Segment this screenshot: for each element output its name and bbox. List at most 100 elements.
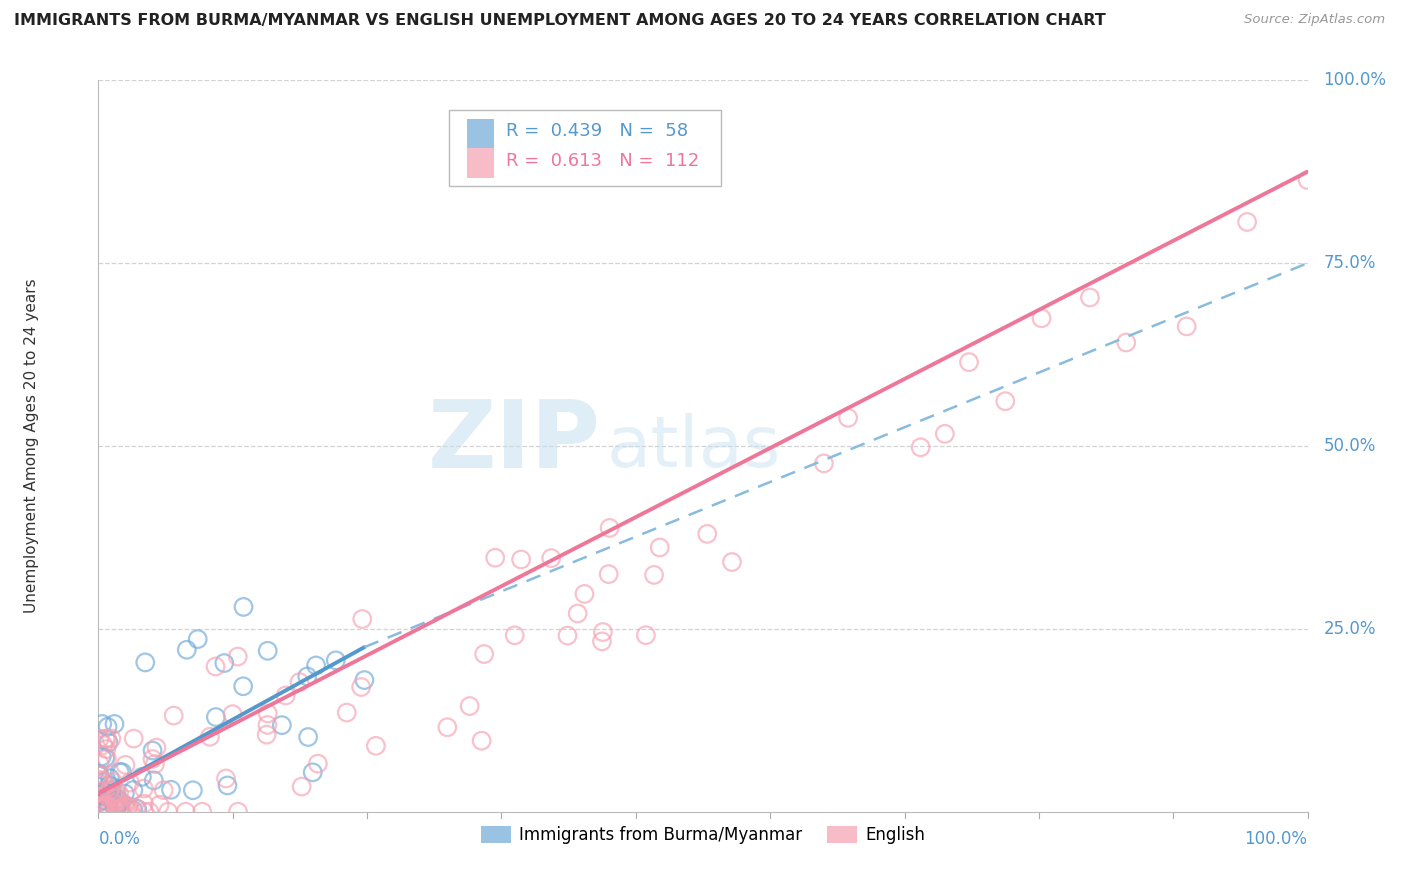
Point	[108, 798, 131, 813]
Point	[204, 659, 226, 673]
Point	[91, 717, 114, 731]
Point	[325, 653, 347, 667]
Point	[721, 555, 744, 569]
FancyBboxPatch shape	[467, 119, 494, 148]
Point	[598, 567, 620, 582]
Point	[105, 791, 128, 805]
Point	[149, 797, 172, 812]
Point	[91, 801, 114, 815]
Point	[122, 783, 145, 797]
Point	[97, 787, 120, 801]
Point	[484, 550, 506, 565]
Point	[87, 776, 110, 790]
Point	[458, 699, 481, 714]
Point	[297, 730, 319, 744]
Point	[256, 718, 278, 732]
Text: R =  0.439   N =  58: R = 0.439 N = 58	[506, 122, 688, 140]
Point	[94, 788, 117, 802]
FancyBboxPatch shape	[467, 148, 494, 178]
Point	[557, 629, 579, 643]
Text: atlas: atlas	[606, 413, 780, 482]
Point	[143, 757, 166, 772]
Point	[111, 801, 134, 815]
Point	[510, 552, 533, 566]
Point	[232, 679, 254, 693]
Point	[256, 728, 278, 742]
Point	[89, 794, 111, 808]
Point	[145, 740, 167, 755]
Text: 75.0%: 75.0%	[1323, 254, 1375, 272]
Point	[98, 801, 121, 815]
Text: 100.0%: 100.0%	[1323, 71, 1386, 89]
Point	[94, 751, 117, 765]
Point	[120, 805, 142, 819]
Point	[1236, 215, 1258, 229]
Text: 25.0%: 25.0%	[1323, 620, 1376, 638]
Point	[89, 731, 111, 746]
Point	[910, 440, 932, 454]
Point	[87, 768, 110, 782]
Point	[93, 778, 115, 792]
Point	[131, 770, 153, 784]
Point	[138, 805, 160, 819]
Point	[599, 521, 621, 535]
Point	[87, 783, 110, 797]
Point	[127, 802, 149, 816]
Point	[160, 782, 183, 797]
Point	[134, 656, 156, 670]
Point	[191, 805, 214, 819]
Point	[107, 797, 129, 811]
Point	[101, 774, 124, 789]
Point	[221, 707, 243, 722]
Point	[98, 791, 121, 805]
Point	[125, 801, 148, 815]
Point	[132, 781, 155, 796]
Point	[114, 800, 136, 814]
Point	[114, 757, 136, 772]
Point	[214, 656, 236, 670]
Point	[336, 706, 359, 720]
Point	[108, 765, 131, 780]
Point	[256, 706, 278, 721]
Point	[118, 799, 141, 814]
Point	[176, 642, 198, 657]
Point	[141, 743, 163, 757]
Point	[132, 797, 155, 811]
Point	[110, 795, 132, 809]
Point	[96, 798, 118, 813]
Point	[364, 739, 387, 753]
Point	[98, 784, 121, 798]
Point	[1078, 290, 1101, 304]
Point	[90, 749, 112, 764]
Point	[163, 708, 186, 723]
Point	[90, 789, 112, 803]
Point	[256, 644, 278, 658]
Point	[198, 730, 221, 744]
Point	[100, 783, 122, 797]
Point	[643, 568, 665, 582]
Point	[94, 794, 117, 808]
Point	[471, 733, 494, 747]
Point	[118, 775, 141, 789]
Point	[232, 599, 254, 614]
FancyBboxPatch shape	[449, 110, 721, 186]
Point	[94, 789, 117, 803]
Point	[957, 355, 980, 369]
Point	[696, 527, 718, 541]
Point	[87, 799, 110, 814]
Point	[97, 786, 120, 800]
Point	[93, 799, 115, 814]
Point	[274, 689, 297, 703]
Point	[634, 628, 657, 642]
Point	[98, 784, 121, 798]
Point	[142, 773, 165, 788]
Point	[574, 587, 596, 601]
Point	[503, 628, 526, 642]
Point	[112, 799, 135, 814]
Text: ZIP: ZIP	[427, 396, 600, 488]
Point	[350, 680, 373, 694]
Point	[93, 785, 115, 799]
Point	[994, 394, 1017, 409]
Point	[97, 800, 120, 814]
Text: 50.0%: 50.0%	[1323, 437, 1375, 455]
